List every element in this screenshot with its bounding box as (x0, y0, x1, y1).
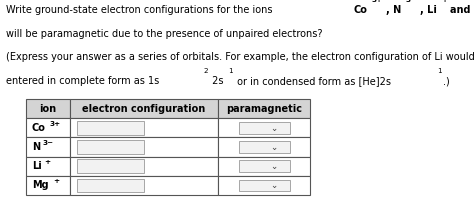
Bar (218, 118, 310, 137)
Text: Co: Co (32, 123, 46, 133)
Text: and Mg: and Mg (449, 5, 474, 15)
Text: ⌄: ⌄ (270, 124, 277, 133)
Bar (26, 157, 70, 176)
Text: ⌄: ⌄ (270, 143, 277, 152)
Bar (70, 176, 218, 195)
Bar (218, 157, 310, 176)
Text: 2: 2 (203, 68, 208, 74)
Bar (239, 160, 290, 172)
Bar (70, 118, 218, 137)
Text: Co: Co (354, 5, 367, 15)
Text: paramagnetic: paramagnetic (226, 104, 302, 114)
Bar (26, 99, 70, 118)
Bar (77, 179, 144, 192)
Bar (218, 99, 310, 118)
Text: +: + (45, 159, 50, 165)
Text: 3−: 3− (42, 140, 54, 146)
Text: , Li: , Li (420, 5, 437, 15)
Text: 1: 1 (228, 68, 233, 74)
Bar (239, 180, 290, 191)
Text: 3+: 3+ (372, 0, 383, 3)
Bar (218, 137, 310, 157)
Text: ⌄: ⌄ (270, 162, 277, 171)
Text: Mg: Mg (32, 180, 48, 190)
Text: Li: Li (32, 161, 42, 171)
Text: 3+: 3+ (50, 121, 61, 127)
Text: or in condensed form as [He]2s: or in condensed form as [He]2s (234, 76, 391, 86)
Text: entered in complete form as 1s: entered in complete form as 1s (6, 76, 159, 86)
Bar (26, 137, 70, 157)
Text: , N: , N (386, 5, 401, 15)
Text: 3−: 3− (406, 0, 417, 3)
Bar (239, 122, 290, 134)
Bar (239, 141, 290, 153)
Text: 1: 1 (437, 68, 441, 74)
Bar (77, 159, 144, 173)
Text: ⌄: ⌄ (270, 181, 277, 190)
Bar (26, 176, 70, 195)
Text: will be paramagnetic due to the presence of unpaired electrons?: will be paramagnetic due to the presence… (6, 29, 322, 39)
Text: +: + (442, 0, 448, 3)
Text: Write ground-state electron configurations for the ions: Write ground-state electron configuratio… (6, 5, 275, 15)
Text: 2s: 2s (210, 76, 224, 86)
Bar (218, 176, 310, 195)
Bar (26, 118, 70, 137)
Bar (70, 99, 218, 118)
Text: .): .) (443, 76, 449, 86)
Bar (70, 157, 218, 176)
Text: ion: ion (39, 104, 57, 114)
Bar (70, 137, 218, 157)
Bar (77, 140, 144, 154)
Text: (Express your answer as a series of orbitals. For example, the electron configur: (Express your answer as a series of orbi… (6, 52, 474, 63)
Text: electron configuration: electron configuration (82, 104, 206, 114)
Text: +: + (53, 178, 59, 184)
Text: N: N (32, 142, 40, 152)
Bar (77, 121, 144, 135)
